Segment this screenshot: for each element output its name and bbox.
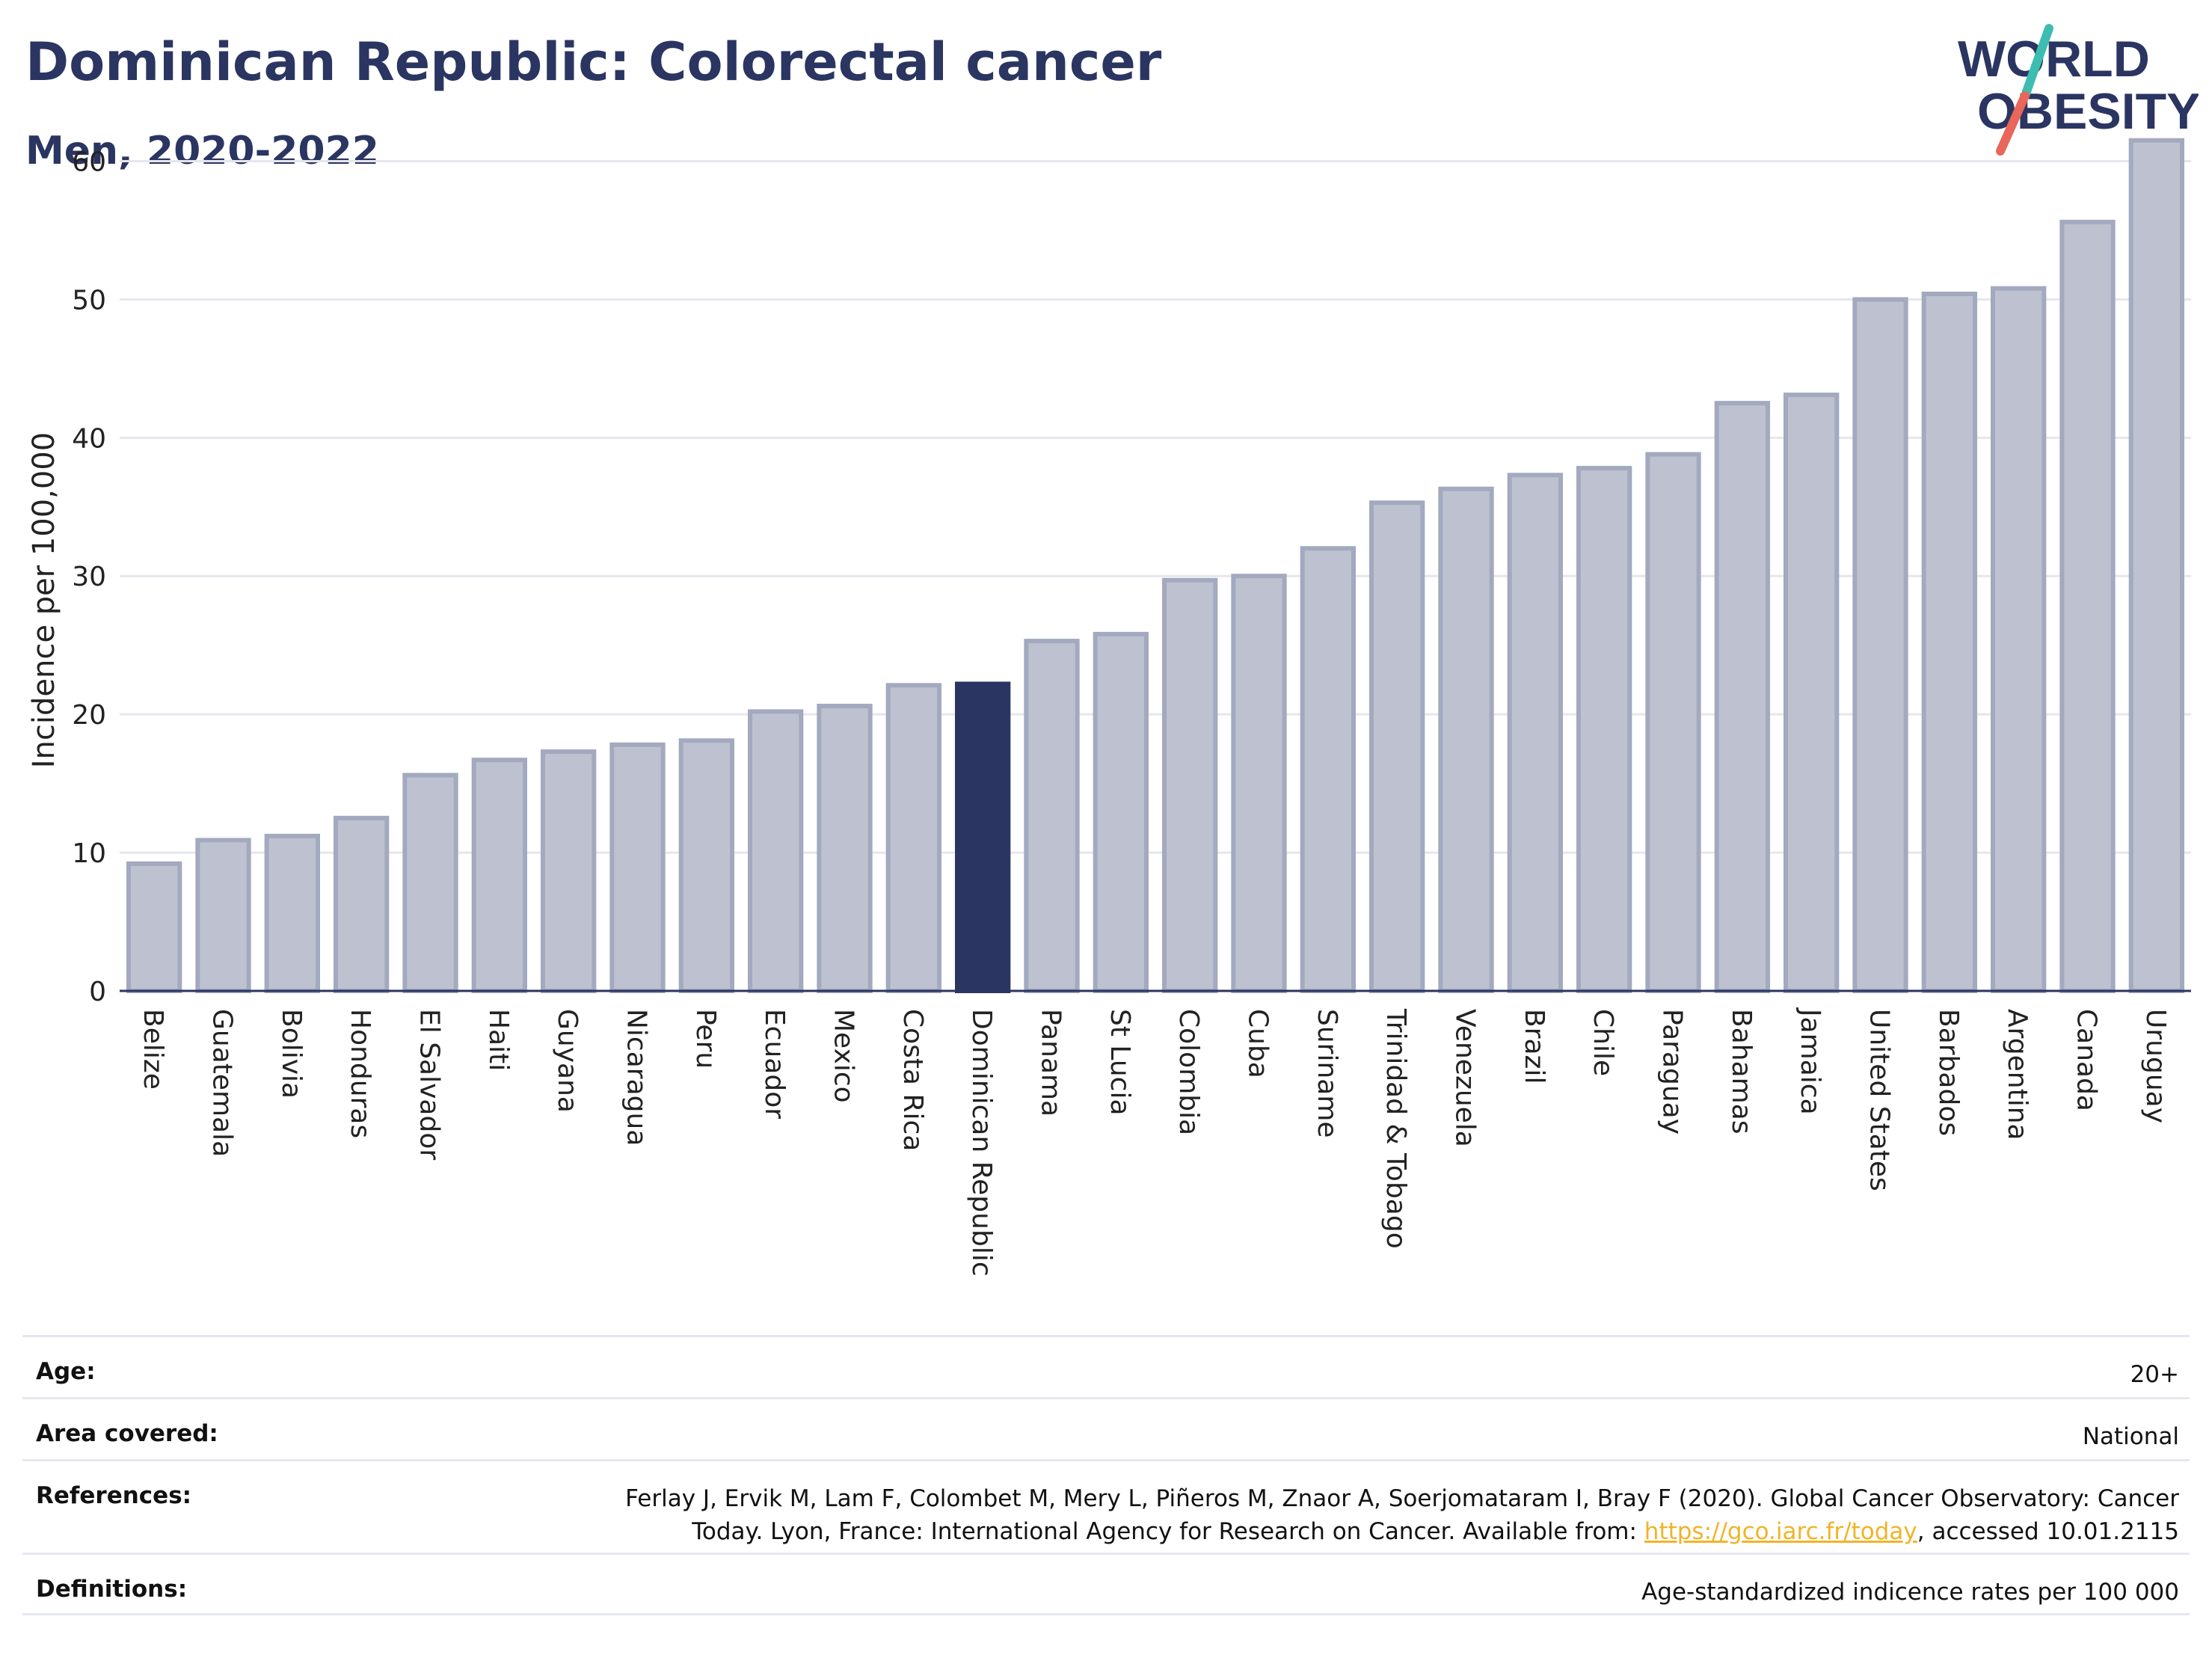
x-tick-label: Cuba [1243, 1009, 1274, 1078]
logo-slash-top [2021, 24, 2053, 100]
x-tick-label: Guatemala [207, 1009, 238, 1157]
bars [126, 138, 2184, 994]
info-row-references: References: Ferlay J, Ervik M, Lam F, Co… [22, 1459, 2190, 1553]
x-tick-label: Nicaragua [621, 1009, 652, 1146]
bar [1991, 286, 2047, 994]
y-tick-label: 0 [89, 977, 106, 1007]
x-tick-label: Brazil [1519, 1009, 1549, 1084]
y-tick-label: 30 [72, 562, 106, 592]
y-tick-label: 20 [72, 700, 106, 731]
bar-chart: 0 10 20 30 40 50 60 Belize Guatemala Bolivia Hond… [27, 138, 2191, 1277]
bar [609, 742, 666, 993]
x-tick-label: United States [1864, 1009, 1895, 1191]
bar [748, 709, 804, 993]
x-tick-label: St Lucia [1105, 1009, 1135, 1116]
bar [2059, 219, 2116, 993]
bar [471, 758, 527, 994]
info-label-definitions: Definitions: [36, 1576, 188, 1603]
bar [126, 861, 182, 994]
bar [1024, 639, 1080, 994]
bar [402, 773, 458, 993]
bar [264, 833, 320, 994]
x-tick-label: Belize [138, 1009, 168, 1090]
reference-line-1: Ferlay J, Ervik M, Lam F, Colombet M, Me… [625, 1485, 2179, 1512]
info-row-definitions: Definitions: Age-standardized indicence … [22, 1553, 2190, 1615]
x-tick-label: El Salvador [414, 1009, 445, 1160]
info-label-area: Area covered: [36, 1420, 218, 1447]
x-tick-label: Costa Rica [897, 1009, 928, 1151]
x-tick-label: Jamaica [1795, 1007, 1825, 1115]
bar [1162, 577, 1218, 993]
bar [1852, 297, 1908, 993]
reference-link[interactable]: https://gco.iarc.fr/today [1644, 1518, 1917, 1546]
y-axis-ticks: 0 10 20 30 40 50 60 [72, 147, 106, 1007]
y-tick-label: 60 [72, 147, 106, 177]
x-axis-labels: Belize Guatemala Bolivia Honduras El Salvado… [138, 1007, 2171, 1277]
x-tick-label: Trinidad & Tobago [1380, 1008, 1411, 1249]
bar [1507, 473, 1563, 993]
info-table: Age: 20+ Area covered: National Referenc… [22, 1335, 2190, 1615]
info-value-age: 20+ [2130, 1361, 2179, 1388]
grid-lines [120, 159, 2191, 854]
reference-line-2: Today. Lyon, France: International Agenc… [692, 1518, 1644, 1546]
bar [1714, 401, 1770, 993]
bar [1369, 500, 1425, 993]
bar-highlighted [955, 681, 1011, 993]
x-tick-label: Venezuela [1450, 1009, 1481, 1147]
y-tick-label: 10 [72, 838, 106, 869]
bar [2128, 138, 2184, 994]
x-tick-label: Uruguay [2140, 1009, 2171, 1123]
reference-accessed: , accessed 10.01.2115 [1917, 1518, 2179, 1546]
info-value-references: Ferlay J, Ervik M, Lam F, Colombet M, Me… [625, 1482, 2179, 1548]
info-value-definitions: Age-standardized indicence rates per 100… [1641, 1579, 2179, 1606]
info-label-age: Age: [36, 1358, 96, 1385]
page-title: Dominican Republic: Colorectal cancer [25, 31, 1162, 93]
y-tick-label: 40 [72, 423, 106, 454]
x-tick-label: Barbados [1933, 1009, 1964, 1136]
bar [1093, 631, 1149, 994]
x-tick-label: Haiti [483, 1009, 514, 1071]
info-row-age: Age: 20+ [22, 1335, 2190, 1397]
bar [817, 704, 873, 993]
x-tick-label: Paraguay [1657, 1009, 1688, 1134]
bar [1231, 574, 1287, 993]
x-tick-label: Panama [1036, 1009, 1066, 1117]
x-tick-label: Peru [690, 1009, 721, 1069]
bar [195, 838, 251, 994]
x-tick-label: Bolivia [276, 1009, 307, 1099]
bar [1576, 466, 1632, 993]
info-row-area: Area covered: National [22, 1397, 2190, 1459]
world-obesity-logo: WORLD OBESITY [1958, 24, 2199, 156]
bar [1645, 452, 1701, 993]
logo-text-world: WORLD [1958, 31, 2150, 87]
bar [334, 815, 390, 994]
x-tick-label: Chile [1588, 1009, 1618, 1076]
y-axis-title: Incidence per 100,000 [27, 432, 61, 769]
x-tick-label: Dominican Republic [966, 1009, 997, 1277]
x-tick-label: Ecuador [759, 1009, 790, 1119]
x-tick-label: Argentina [2002, 1009, 2033, 1140]
x-tick-label: Colombia [1173, 1009, 1204, 1135]
bar [885, 683, 941, 993]
x-tick-label: Bahamas [1726, 1009, 1757, 1134]
x-tick-label: Mexico [829, 1009, 859, 1103]
bar [1921, 292, 1977, 993]
page-subtitle: Men, 2020-2022 [25, 129, 379, 174]
x-tick-label: Guyana [552, 1009, 583, 1113]
logo-slash-bottom [1996, 91, 2030, 156]
bar [541, 749, 597, 993]
x-tick-label: Canada [2071, 1009, 2102, 1111]
x-tick-label: Suriname [1312, 1009, 1342, 1138]
bar [1784, 392, 1840, 993]
bar [1438, 486, 1494, 993]
x-tick-label: Honduras [345, 1009, 375, 1138]
info-label-references: References: [36, 1482, 192, 1509]
info-value-area: National [2082, 1423, 2179, 1450]
bar [1300, 546, 1356, 993]
y-tick-label: 50 [72, 285, 106, 316]
bar [678, 738, 734, 993]
